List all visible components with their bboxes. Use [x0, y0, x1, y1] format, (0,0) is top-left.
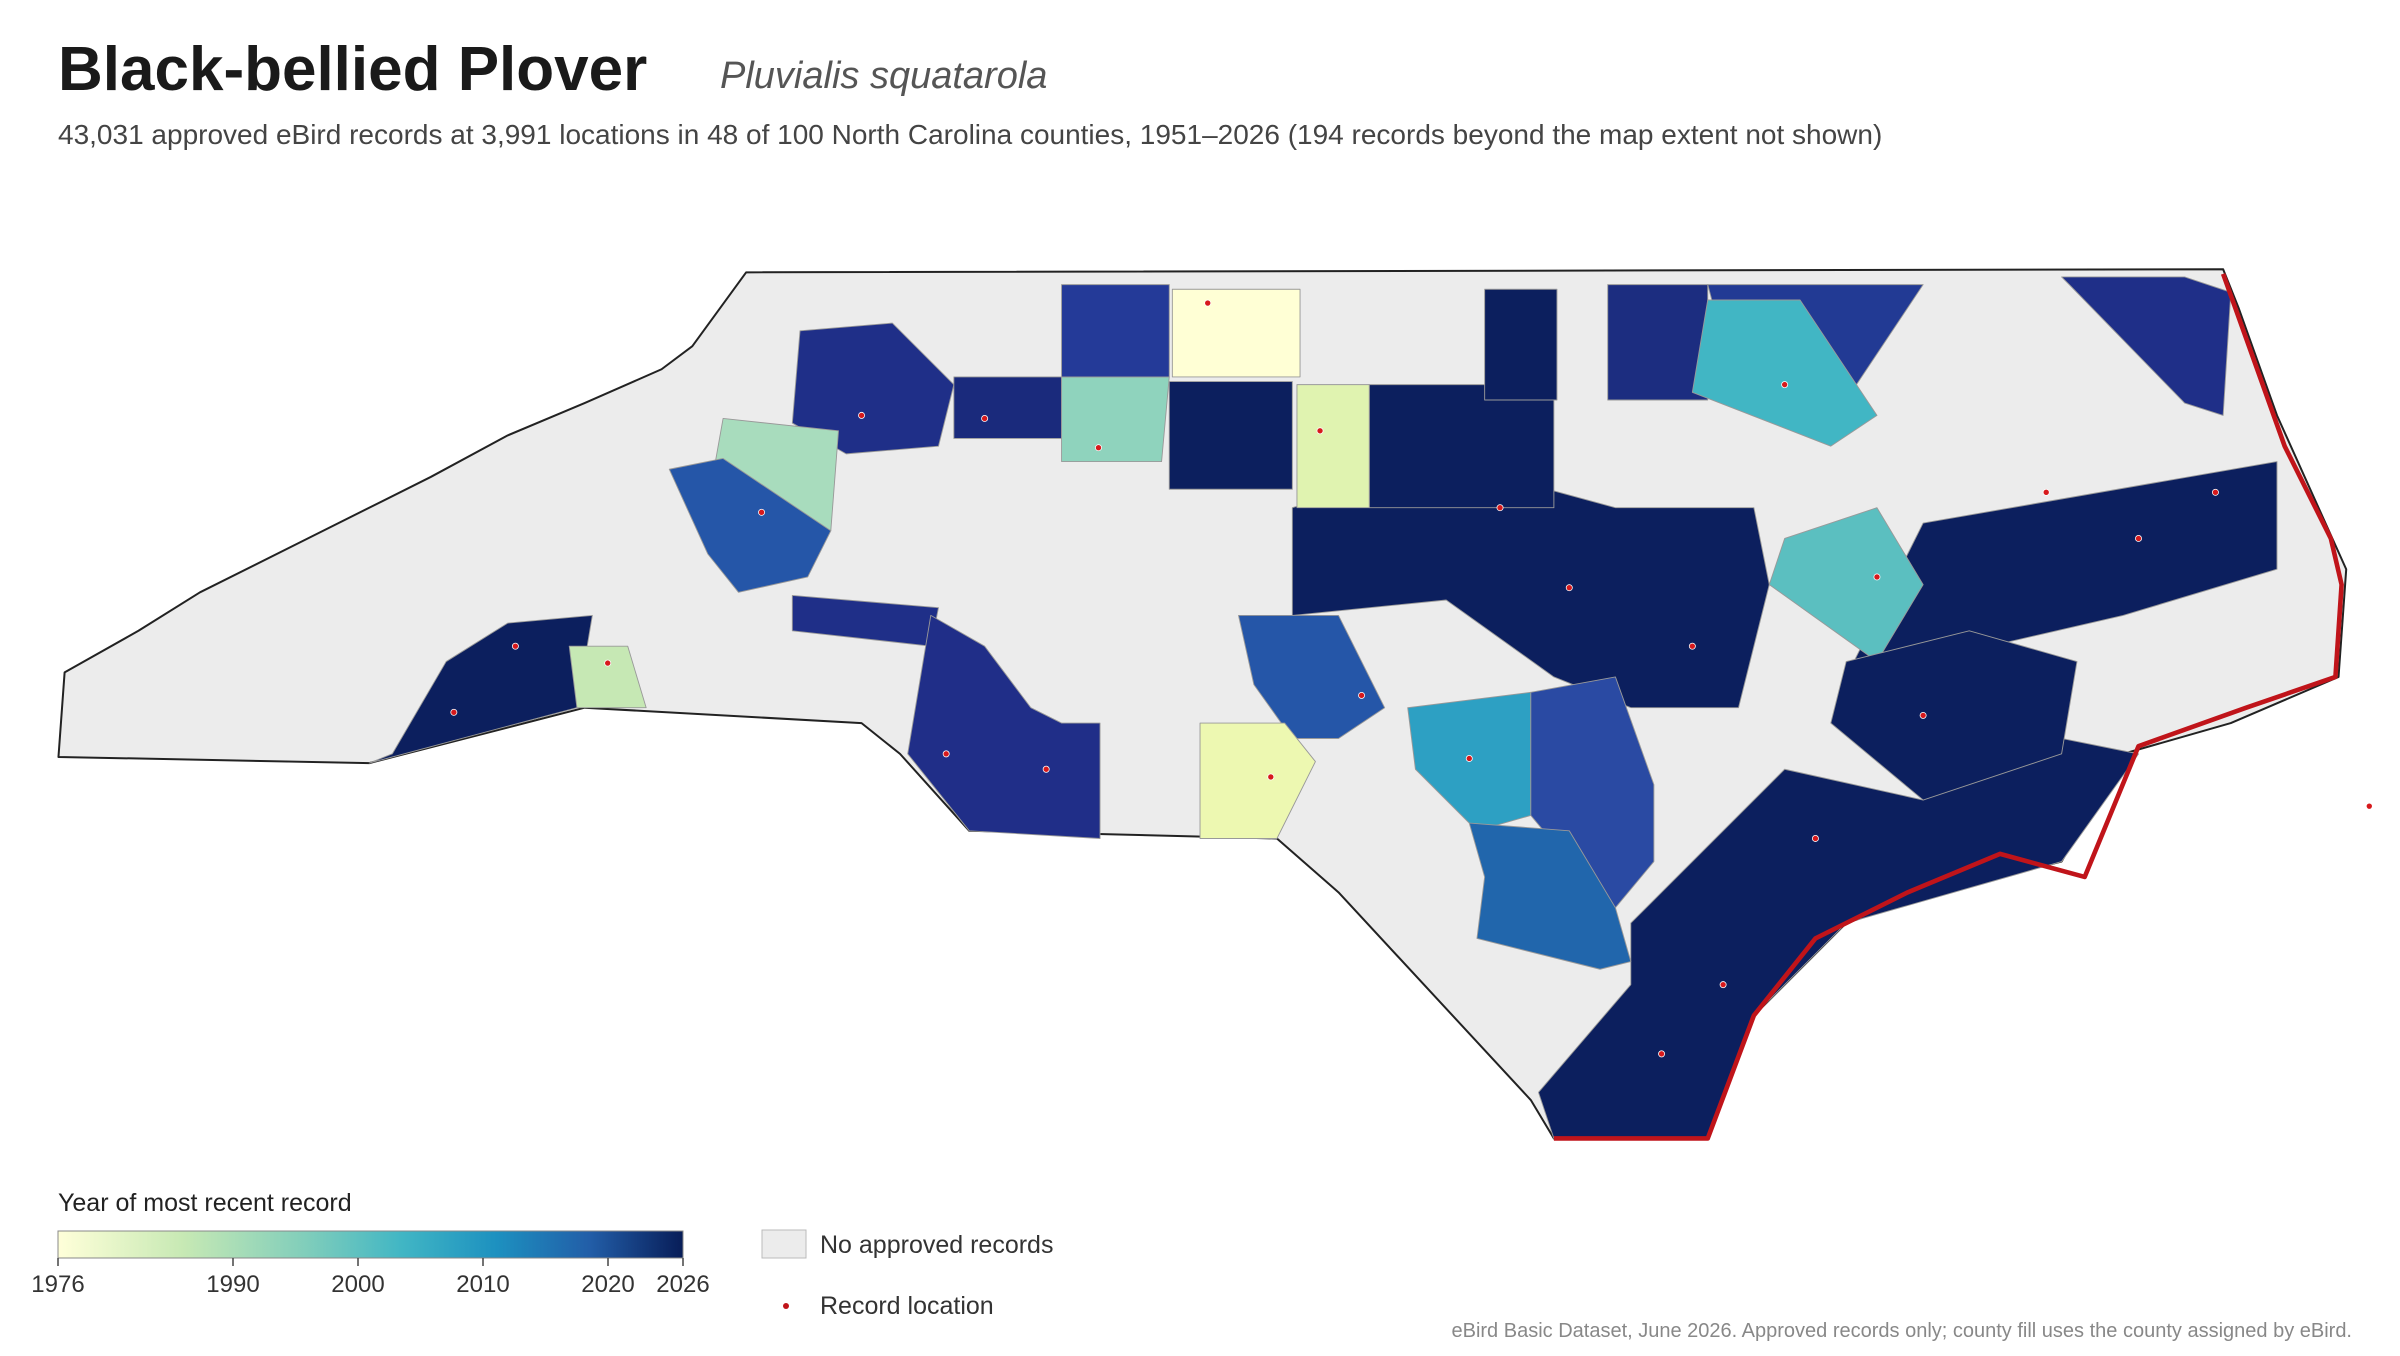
title: Black-bellied Plover [58, 35, 647, 104]
county [1830, 630, 2078, 801]
county [1061, 376, 1170, 463]
species-name: Pluvialis squatarola [720, 55, 1047, 97]
colorbar-tick-label: 1990 [206, 1271, 259, 1298]
county [2061, 276, 2232, 416]
footnote: eBird Basic Dataset, June 2026. Approved… [1451, 1320, 2352, 1342]
description: 43,031 approved eBird records at 3,991 l… [58, 119, 1882, 150]
no-records-swatch [761, 1229, 807, 1259]
county [1238, 614, 1386, 739]
county [1691, 299, 1878, 447]
colorbar-ticks: 1976 1990 2000 2010 2020 2026 [31, 1258, 710, 1298]
county [1199, 722, 1316, 839]
county [953, 376, 1063, 439]
county [907, 614, 1101, 839]
colorbar-tick-label: 2026 [656, 1271, 709, 1298]
county [1291, 461, 1770, 709]
county [791, 322, 955, 455]
county [1468, 822, 1632, 970]
colorbar-tick-label: 2020 [581, 1271, 634, 1298]
county [1061, 284, 1170, 378]
county [568, 645, 647, 709]
record-location-label: Record location [820, 1292, 994, 1320]
map [57, 268, 2373, 1141]
record-swatch [783, 1303, 789, 1309]
county [1768, 507, 1924, 663]
legend-title: Year of most recent record [58, 1189, 352, 1217]
county [368, 614, 593, 764]
county [1607, 284, 1709, 401]
record-points [450, 299, 2373, 1058]
county [1296, 384, 1370, 509]
colorbar-tick-label: 2010 [456, 1271, 509, 1298]
coastal-records [1553, 273, 2344, 1141]
county [1168, 381, 1293, 490]
counties [368, 276, 2278, 1139]
no-records-label: No approved records [820, 1231, 1053, 1259]
county [1368, 384, 1555, 509]
colorbar-tick-label: 2000 [331, 1271, 384, 1298]
colorbar [57, 1230, 684, 1259]
county [1484, 288, 1558, 401]
colorbar-tick-label: 1976 [31, 1271, 84, 1298]
county [1171, 288, 1301, 378]
county [668, 458, 832, 593]
